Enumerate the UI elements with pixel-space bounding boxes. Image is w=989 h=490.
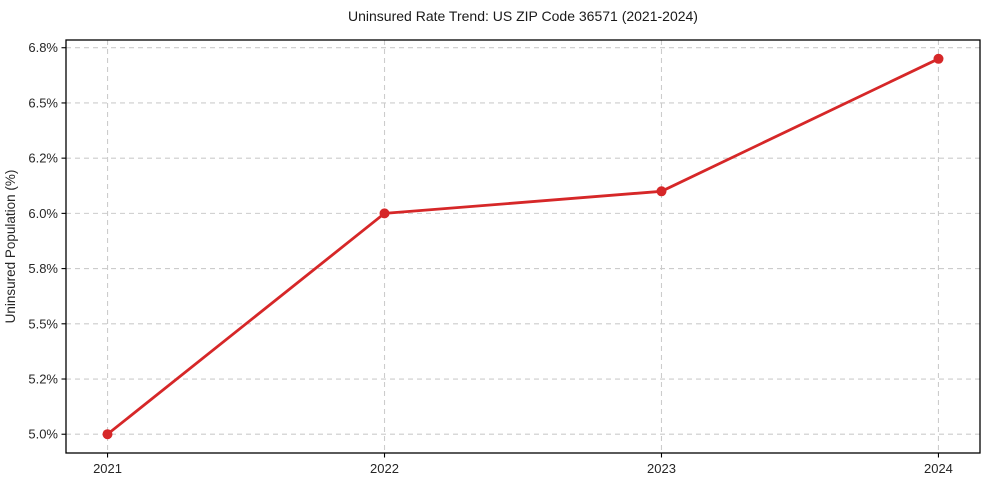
data-point [379, 208, 390, 219]
trend-line [106, 57, 940, 436]
x-tick-label: 2024 [924, 461, 953, 476]
y-tick-label: 5.5% [28, 316, 58, 331]
y-tick-label: 5.2% [28, 372, 58, 387]
y-tick-label: 6.8% [28, 40, 58, 55]
tick-label-layer: 5.0% 5.2% 5.5% 5.8% 6.0% 6.2% 6.5% 6.8% 2021 2022… [28, 40, 953, 476]
y-tick-label: 6.0% [28, 206, 58, 221]
grid-layer [66, 40, 980, 453]
x-tick-label: 2022 [370, 461, 399, 476]
y-tick-label: 6.5% [28, 95, 58, 110]
y-axis-label: Uninsured Population (%) [3, 170, 18, 324]
data-point [933, 53, 944, 64]
x-tick-label: 2021 [93, 461, 122, 476]
chart-title: Uninsured Rate Trend: US ZIP Code 36571 … [348, 8, 698, 24]
x-tick-label: 2023 [647, 461, 676, 476]
y-tick-label: 5.8% [28, 261, 58, 276]
y-tick-label: 6.2% [28, 151, 58, 166]
series-layer [102, 53, 944, 440]
data-point [102, 429, 113, 440]
axes-layer [61, 39, 981, 458]
y-tick-label: 5.0% [28, 427, 58, 442]
plot-border [65, 39, 981, 454]
data-point [656, 186, 667, 197]
